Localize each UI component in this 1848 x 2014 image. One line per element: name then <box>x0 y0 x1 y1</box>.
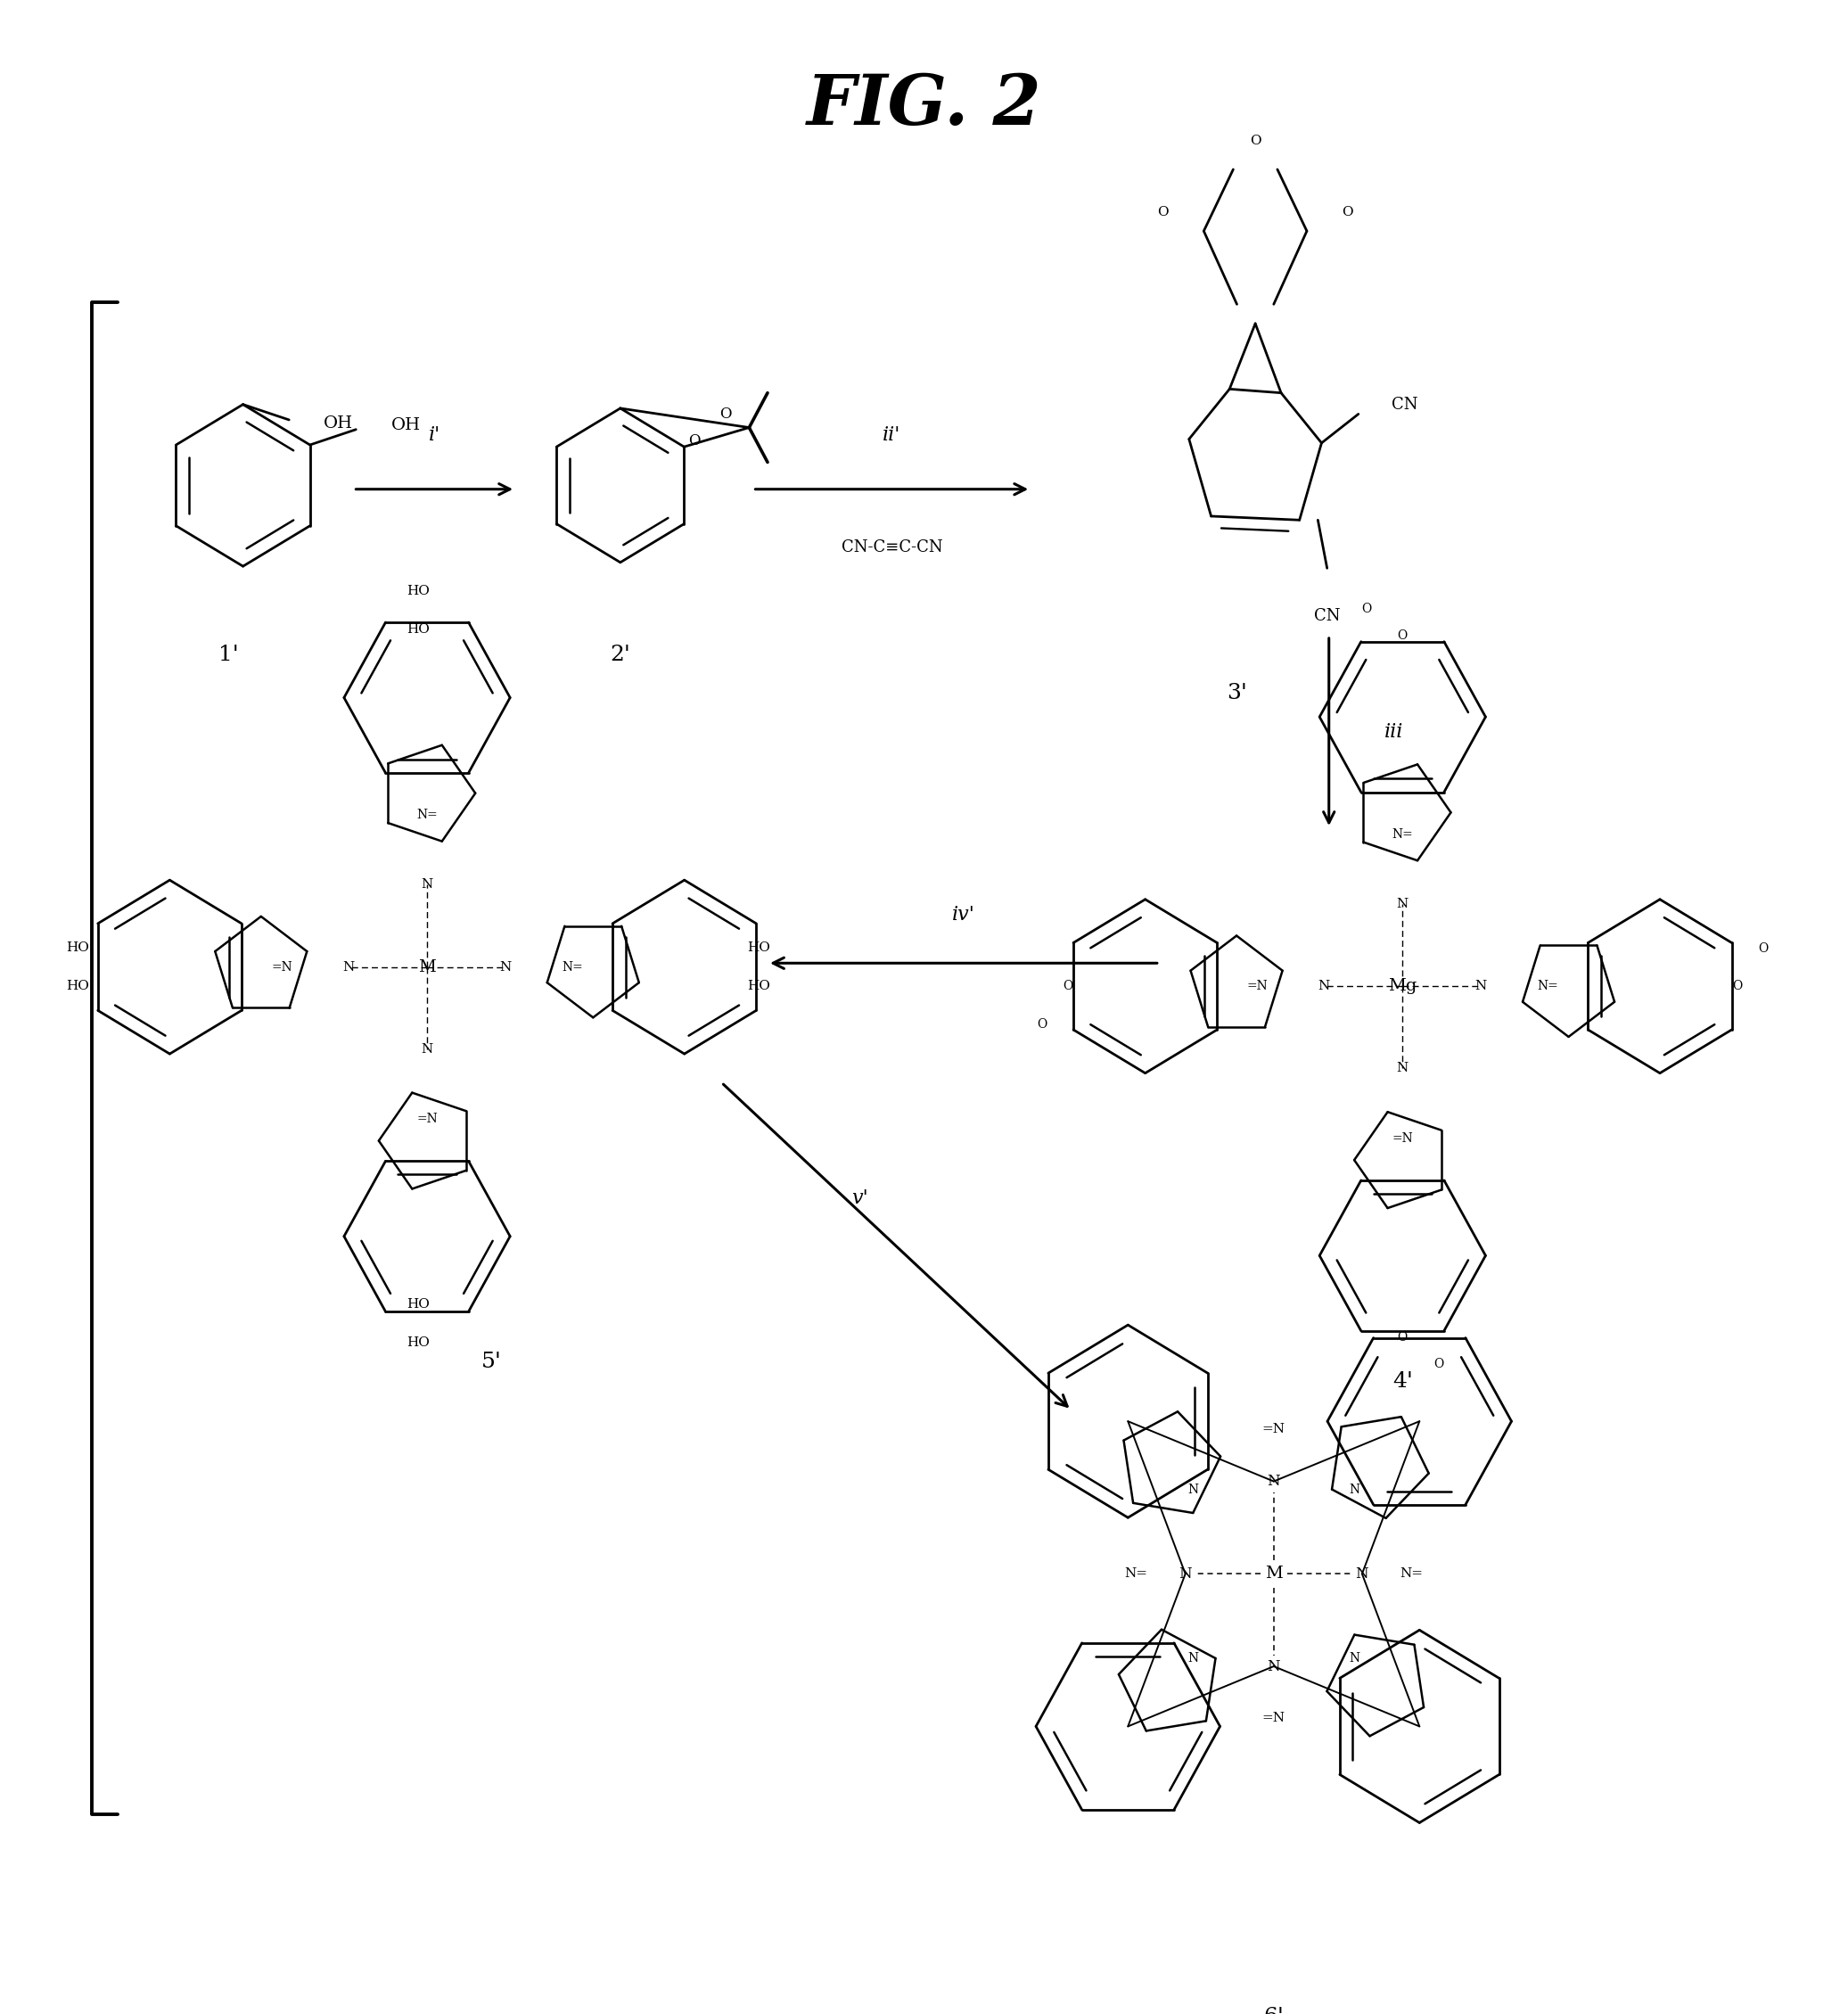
Text: N: N <box>1349 1482 1360 1496</box>
Text: =N: =N <box>272 961 292 973</box>
Text: HO: HO <box>67 941 89 955</box>
Text: N: N <box>1397 1061 1408 1075</box>
Text: N: N <box>1397 898 1408 910</box>
Text: N: N <box>1356 1567 1369 1581</box>
Text: i': i' <box>429 425 440 445</box>
Text: 5': 5' <box>480 1351 501 1372</box>
Text: 2': 2' <box>610 644 630 665</box>
Text: O: O <box>1063 981 1072 993</box>
Text: OH: OH <box>323 415 353 431</box>
Text: N: N <box>1268 1660 1281 1674</box>
Text: O: O <box>1733 981 1743 993</box>
Text: =N: =N <box>1262 1712 1286 1724</box>
Text: =N: =N <box>1247 981 1268 993</box>
Text: CN-C≡C-CN: CN-C≡C-CN <box>841 540 942 556</box>
Text: N: N <box>1188 1651 1199 1664</box>
Text: HO: HO <box>747 981 771 993</box>
Text: iii: iii <box>1384 723 1403 741</box>
Text: N: N <box>1349 1651 1360 1664</box>
Text: O: O <box>1397 1331 1408 1343</box>
Text: =N: =N <box>1262 1424 1286 1436</box>
Text: N: N <box>1318 981 1331 993</box>
Text: O: O <box>1249 135 1260 147</box>
Text: N=: N= <box>1538 981 1558 993</box>
Text: HO: HO <box>407 1297 429 1311</box>
Text: HO: HO <box>407 584 429 598</box>
Text: v': v' <box>852 1188 869 1208</box>
Text: ii': ii' <box>883 425 900 445</box>
Text: M: M <box>418 959 436 975</box>
Text: N: N <box>421 878 432 890</box>
Text: OH: OH <box>392 417 419 433</box>
Text: N: N <box>1475 981 1488 993</box>
Text: HO: HO <box>747 941 771 955</box>
Text: =N: =N <box>1392 1132 1414 1144</box>
Text: CN: CN <box>1314 608 1340 624</box>
Text: N: N <box>1179 1567 1192 1581</box>
Text: N: N <box>1268 1474 1281 1488</box>
Text: HO: HO <box>407 624 429 636</box>
Text: N=: N= <box>1401 1567 1423 1581</box>
Text: N=: N= <box>1392 828 1414 840</box>
Text: N=: N= <box>416 810 438 822</box>
Text: O: O <box>1397 630 1408 642</box>
Text: 1': 1' <box>218 644 238 665</box>
Text: Mg: Mg <box>1388 979 1417 995</box>
Text: 4': 4' <box>1392 1372 1412 1392</box>
Text: =N: =N <box>416 1112 438 1126</box>
Text: N=: N= <box>1124 1567 1148 1581</box>
Text: N: N <box>499 961 512 973</box>
Text: iv': iv' <box>952 904 976 924</box>
Text: O: O <box>1434 1357 1443 1370</box>
Text: O: O <box>1362 602 1371 614</box>
Text: M: M <box>1264 1565 1283 1581</box>
Text: O: O <box>1037 1017 1046 1031</box>
Text: FIG. 2: FIG. 2 <box>806 70 1042 139</box>
Text: O: O <box>1342 205 1353 218</box>
Text: O: O <box>1157 205 1170 218</box>
Text: 3': 3' <box>1227 683 1247 703</box>
Text: 6': 6' <box>1264 2006 1284 2014</box>
Text: CN: CN <box>1392 397 1417 413</box>
Text: N: N <box>421 1043 432 1055</box>
Text: N: N <box>342 961 355 973</box>
Text: N=: N= <box>562 961 582 973</box>
Text: O: O <box>687 433 700 449</box>
Text: HO: HO <box>67 981 89 993</box>
Text: HO: HO <box>407 1337 429 1349</box>
Text: O: O <box>1757 943 1769 955</box>
Text: N: N <box>1188 1482 1199 1496</box>
Text: O: O <box>719 407 732 421</box>
